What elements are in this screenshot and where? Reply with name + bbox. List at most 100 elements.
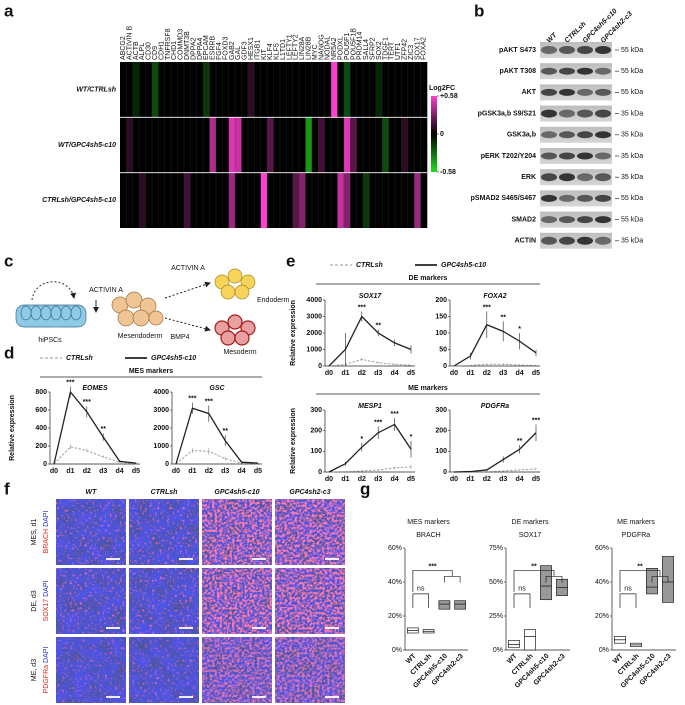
- heatmap-cell: [420, 117, 428, 173]
- heatmap-cell: [420, 172, 428, 228]
- size-label: 35 kDa: [621, 153, 643, 160]
- size-label: 35 kDa: [621, 238, 643, 245]
- bracket: [619, 593, 637, 608]
- counterstain-name: DAPI: [43, 647, 50, 663]
- heatmap-cell: [305, 172, 313, 228]
- panel-label: b: [474, 1, 484, 20]
- gene-label: ALPL: [139, 43, 146, 60]
- heatmap-cell: [151, 62, 159, 118]
- legend-label: GPC4sh5-c10: [441, 262, 486, 269]
- micrograph-stain: [129, 568, 199, 634]
- size-label: 55 kDa: [621, 68, 643, 75]
- arrow: [164, 317, 211, 332]
- heatmap-cell: [331, 172, 338, 228]
- blot-label: GSK3a,b: [507, 132, 536, 139]
- y-axis-label: Relative expression: [290, 300, 297, 366]
- x-tick-label: d0: [172, 468, 180, 475]
- gene-label: LIN28B: [306, 36, 313, 60]
- column-label: WT: [86, 489, 98, 496]
- y-tick-label: 200: [310, 428, 322, 435]
- diagram-label: Endoderm: [257, 297, 289, 304]
- micrograph-stain: [202, 568, 272, 634]
- panel-label: f: [4, 479, 10, 498]
- micrograph-stain: [56, 568, 126, 634]
- significance-star: ***: [188, 396, 196, 403]
- blot-band: [577, 194, 593, 202]
- heatmap-cell: [331, 117, 338, 173]
- x-tick-label: d3: [374, 476, 382, 483]
- y-tick-label: 75%: [489, 545, 503, 552]
- series-line: [328, 358, 412, 367]
- micrograph-stain: [56, 499, 126, 565]
- row-stage: ME, d3: [31, 659, 38, 681]
- heatmap-cell: [299, 62, 306, 118]
- heatmap-cell: [279, 117, 287, 173]
- size-label: 55 kDa: [621, 47, 643, 54]
- y-tick-label: 0%: [392, 647, 402, 654]
- diagram-label: ACTIVIN A: [89, 287, 123, 294]
- heatmap-cell: [286, 62, 293, 118]
- heatmap-cell: [356, 172, 364, 228]
- heatmap-cell: [331, 62, 338, 118]
- heatmap-cell: [139, 117, 146, 173]
- gene-label: GAB2: [229, 41, 236, 60]
- row-stage: MES, d1: [31, 518, 38, 545]
- hipsc-cells: [15, 304, 87, 328]
- series-line: [53, 446, 137, 465]
- diagram-label: BMP4: [170, 334, 189, 341]
- heatmap-cell: [324, 62, 332, 118]
- micrograph-stain: [56, 637, 126, 703]
- gene-label: KLF4: [267, 43, 274, 60]
- x-tick-label: d5: [132, 468, 140, 475]
- series-line: [328, 466, 412, 473]
- gene-label: ZFP42: [401, 39, 408, 60]
- heatmap-cell: [286, 117, 293, 173]
- heatmap-cell: [324, 117, 332, 173]
- y-tick-label: 4000: [153, 389, 169, 396]
- y-tick-label: 20%: [595, 613, 609, 620]
- x-tick-label: d0: [325, 370, 333, 377]
- y-tick-label: 1000: [306, 346, 322, 353]
- micrograph-stain: [275, 568, 345, 634]
- chart-title: BRACH: [416, 532, 441, 539]
- x-tick-label: d3: [499, 370, 507, 377]
- significance-label: **: [531, 563, 537, 570]
- gene-label: KLF5: [274, 43, 281, 60]
- blot-strip: [540, 148, 612, 164]
- gene-label: NODAL: [325, 36, 332, 60]
- gene-label: NR5A2: [331, 37, 338, 60]
- gene-label: CD9: [152, 46, 159, 60]
- heatmap-cell: [203, 62, 210, 118]
- blot-label: pGSK3a,b S9/S21: [478, 110, 536, 117]
- heatmap-cell: [215, 62, 223, 118]
- endoderm-cells: [214, 268, 256, 300]
- x-tick-label: d4: [238, 468, 246, 475]
- blot-label: SMAD2: [511, 216, 536, 223]
- x-tick-label: d5: [532, 476, 540, 483]
- heatmap-cell: [177, 117, 185, 173]
- x-tick-label: d1: [341, 370, 349, 377]
- heatmap-cell: [145, 117, 153, 173]
- heatmap-cell: [190, 172, 198, 228]
- y-tick-label: 100: [310, 448, 322, 455]
- blot-band: [541, 216, 557, 224]
- blot-band: [559, 216, 575, 224]
- gene-label: GAL: [235, 46, 242, 60]
- heatmap-cell: [311, 62, 319, 118]
- self-renewal-arrow: [31, 281, 77, 301]
- legend-label: CTRLsh: [66, 355, 93, 362]
- blot-label: pAKT T308: [499, 68, 536, 75]
- legend-label: CTRLsh: [356, 262, 383, 269]
- heatmap-cell: [414, 117, 421, 173]
- heatmap-cell: [183, 62, 191, 118]
- heatmap-cell: [209, 62, 217, 118]
- heatmap-cell: [401, 117, 409, 173]
- significance-star: ***: [391, 411, 399, 418]
- gene-label: EPCAM: [203, 35, 210, 60]
- x-tick-label: d2: [483, 370, 491, 377]
- x-tick-label: d4: [116, 468, 124, 475]
- heatmap-cell: [369, 117, 377, 173]
- bracket: [412, 570, 461, 592]
- blot-label: pERK T202/Y204: [481, 153, 536, 160]
- arrow: [164, 281, 211, 299]
